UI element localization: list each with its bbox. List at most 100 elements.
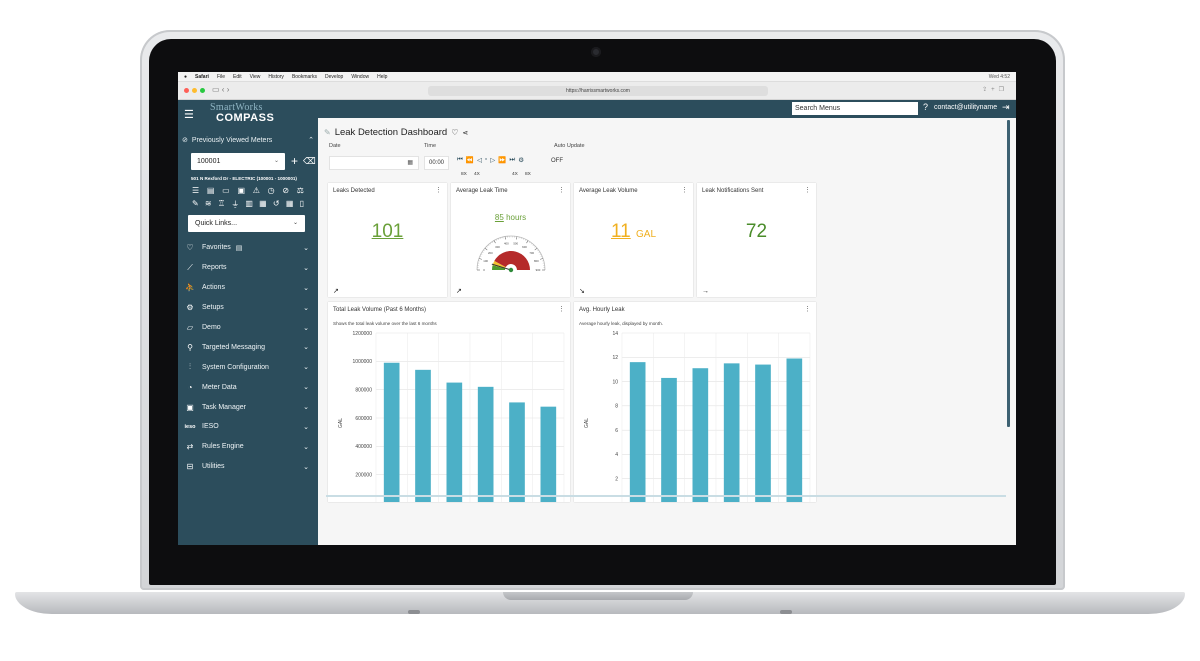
wifi-icon[interactable]: ≋ bbox=[204, 199, 212, 208]
share-icon[interactable]: ⋖ bbox=[462, 129, 469, 137]
more-vert-icon[interactable]: ⋮ bbox=[681, 187, 688, 194]
sidebar-item-targeted-messaging[interactable]: ⚲ Targeted Messaging ⌄ bbox=[178, 337, 318, 357]
building-icon[interactable]: ▯ bbox=[299, 199, 304, 208]
previously-viewed-header[interactable]: ⊘ Previously Viewed Meters ⌃ bbox=[182, 136, 314, 145]
y-tick-label: 12 bbox=[612, 355, 618, 361]
logo-bottom-text: COMPASS bbox=[216, 112, 275, 124]
horizontal-scrollbar[interactable] bbox=[326, 495, 1006, 497]
table-icon[interactable]: ▦ bbox=[285, 199, 294, 208]
play-icon[interactable]: ▷ bbox=[490, 157, 496, 164]
menubar-item[interactable]: File bbox=[216, 73, 225, 80]
fast-rewind-icon[interactable]: ⏪ bbox=[465, 157, 474, 164]
maximize-window-button[interactable] bbox=[200, 88, 205, 93]
plug-icon[interactable]: ⏚ bbox=[231, 200, 240, 209]
add-meter-button[interactable]: + bbox=[291, 154, 299, 168]
laptop-foot bbox=[408, 610, 420, 614]
help-icon[interactable]: ? bbox=[923, 102, 929, 112]
sidebar-item-favorites[interactable]: ♡ Favorites ▤ ⌄ bbox=[178, 238, 318, 258]
warning-icon[interactable]: ⚠ bbox=[252, 186, 260, 195]
wrench-icon[interactable]: ✎ bbox=[192, 199, 199, 208]
minimize-window-button[interactable] bbox=[192, 88, 197, 93]
menubar-item[interactable]: Help bbox=[377, 73, 388, 80]
new-tab-icon[interactable]: + bbox=[991, 87, 999, 93]
meter-tool-icons-row-1: ☰ ▤ ▭ ▣ ⚠ ◷ ⊘ ⚖ bbox=[192, 186, 304, 195]
hamburger-menu-icon[interactable]: ☰ bbox=[184, 109, 194, 121]
back-button[interactable]: ‹ bbox=[221, 85, 225, 94]
grid-icon[interactable]: ▦ bbox=[259, 199, 267, 208]
gear-icon: ⚙ bbox=[186, 303, 194, 313]
chevron-down-icon: ⌄ bbox=[303, 443, 309, 451]
menubar-item[interactable]: Develop bbox=[324, 73, 344, 80]
more-vert-icon[interactable]: ⋮ bbox=[558, 187, 565, 194]
eraser-icon[interactable]: ⌫ bbox=[303, 156, 316, 166]
chevron-down-icon: ⌄ bbox=[303, 364, 309, 372]
sidebar-item-actions[interactable]: ⛹ Actions ⌄ bbox=[178, 278, 318, 298]
more-vert-icon[interactable]: ⋮ bbox=[804, 187, 811, 194]
document-icon[interactable]: ▤ bbox=[206, 186, 215, 195]
edit-icon[interactable]: ✎ bbox=[324, 128, 331, 137]
meter-select[interactable]: 100001 ⌄ bbox=[191, 153, 285, 170]
vertical-scrollbar[interactable] bbox=[1007, 120, 1010, 427]
user-email[interactable]: contact@utilityname bbox=[934, 104, 998, 111]
rewind-icon[interactable]: ◁ bbox=[476, 157, 482, 164]
gauge-value[interactable]: 85 bbox=[494, 213, 504, 222]
menubar-item[interactable]: Bookmarks bbox=[291, 73, 317, 80]
more-vert-icon[interactable]: ⋮ bbox=[558, 306, 565, 313]
sidebar-item-utilities[interactable]: ⊟ Utilities ⌄ bbox=[178, 457, 318, 477]
menubar-item[interactable]: View bbox=[249, 73, 261, 80]
tower-icon[interactable]: ♖ bbox=[217, 199, 225, 208]
time-input[interactable]: 00:00 bbox=[424, 156, 449, 170]
date-input[interactable]: ▦ bbox=[329, 156, 419, 170]
url-bar[interactable]: https://harrissmartworks.com bbox=[428, 86, 768, 96]
list-icon[interactable]: ☰ bbox=[192, 186, 200, 195]
sidebar-item-system-configuration[interactable]: ⫶ System Configuration ⌄ bbox=[178, 357, 318, 377]
sidebar-item-meter-data[interactable]: ◔ Meter Data ⌄ bbox=[178, 377, 318, 397]
sidebar-item-rules-engine[interactable]: ⇄ Rules Engine ⌄ bbox=[178, 437, 318, 457]
compass-icon[interactable]: ⊘ bbox=[282, 186, 290, 195]
history-icon[interactable]: ↺ bbox=[272, 199, 280, 208]
more-vert-icon[interactable]: ⋮ bbox=[804, 306, 811, 313]
menubar-item[interactable]: Window bbox=[351, 73, 370, 80]
meter-icon[interactable]: ▣ bbox=[237, 186, 246, 195]
sidebar-item-task-manager[interactable]: ▣ Task Manager ⌄ bbox=[178, 397, 318, 417]
more-vert-icon[interactable]: ⋮ bbox=[435, 187, 442, 194]
settings-gear-icon[interactable]: ⚙ bbox=[518, 157, 525, 164]
gauge-minor-tick bbox=[539, 253, 542, 255]
bar-chart-icon[interactable]: ▥ bbox=[245, 199, 253, 208]
skip-start-icon[interactable]: ⏮ bbox=[457, 156, 463, 163]
auto-update-toggle[interactable]: OFF bbox=[551, 158, 563, 164]
forward-button[interactable]: › bbox=[226, 85, 230, 94]
kpi-value[interactable]: 11 bbox=[610, 221, 631, 242]
chevron-down-icon: ⌄ bbox=[303, 463, 309, 471]
laptop-foot bbox=[780, 610, 792, 614]
sidebar-item-setups[interactable]: ⚙ Setups ⌄ bbox=[178, 298, 318, 318]
search-menus-input[interactable]: Search Menus bbox=[792, 102, 918, 115]
sidebar-item-demo[interactable]: ▱ Demo ⌄ bbox=[178, 318, 318, 338]
clock-icon[interactable]: ◷ bbox=[267, 186, 275, 195]
close-window-button[interactable] bbox=[184, 88, 189, 93]
kpi-value[interactable]: 101 bbox=[371, 221, 404, 242]
id-card-icon[interactable]: ▭ bbox=[222, 186, 230, 195]
menubar-item[interactable]: Edit bbox=[233, 73, 242, 80]
apple-menu[interactable]: ● bbox=[184, 73, 188, 80]
sidebar-toggle-icon[interactable]: ▭ bbox=[212, 85, 220, 94]
kpi-card-leak-notifications-sent: Leak Notifications Sent ⋮ 72 → bbox=[697, 183, 816, 297]
sidebar-item-reports[interactable]: ⟋ Reports ⌄ bbox=[178, 258, 318, 278]
chevron-down-icon: ⌄ bbox=[292, 220, 298, 226]
menubar-item[interactable]: History bbox=[268, 73, 284, 80]
fast-forward-icon[interactable]: ⏩ bbox=[498, 157, 507, 164]
gauge-needle bbox=[491, 263, 512, 271]
favorite-heart-icon[interactable]: ♡ bbox=[451, 128, 459, 137]
tabs-icon[interactable]: ❐ bbox=[998, 87, 1008, 93]
scale-icon[interactable]: ⚖ bbox=[296, 186, 304, 195]
calendar-icon[interactable]: ▦ bbox=[407, 160, 413, 166]
skip-end-icon[interactable]: ⏭ bbox=[509, 156, 516, 163]
gauge-minor-tick bbox=[498, 238, 499, 240]
chevron-down-icon: ⌄ bbox=[273, 158, 279, 164]
share-icon[interactable]: ⇪ bbox=[982, 87, 992, 93]
logout-icon[interactable]: ⇥ bbox=[1002, 102, 1010, 112]
quick-links-select[interactable]: Quick Links... ⌄ bbox=[188, 215, 305, 232]
stop-icon[interactable]: ▫ bbox=[484, 156, 488, 163]
sidebar-item-ieso[interactable]: ieso IESO ⌄ bbox=[178, 417, 318, 437]
menubar-item[interactable]: Safari bbox=[195, 73, 209, 80]
